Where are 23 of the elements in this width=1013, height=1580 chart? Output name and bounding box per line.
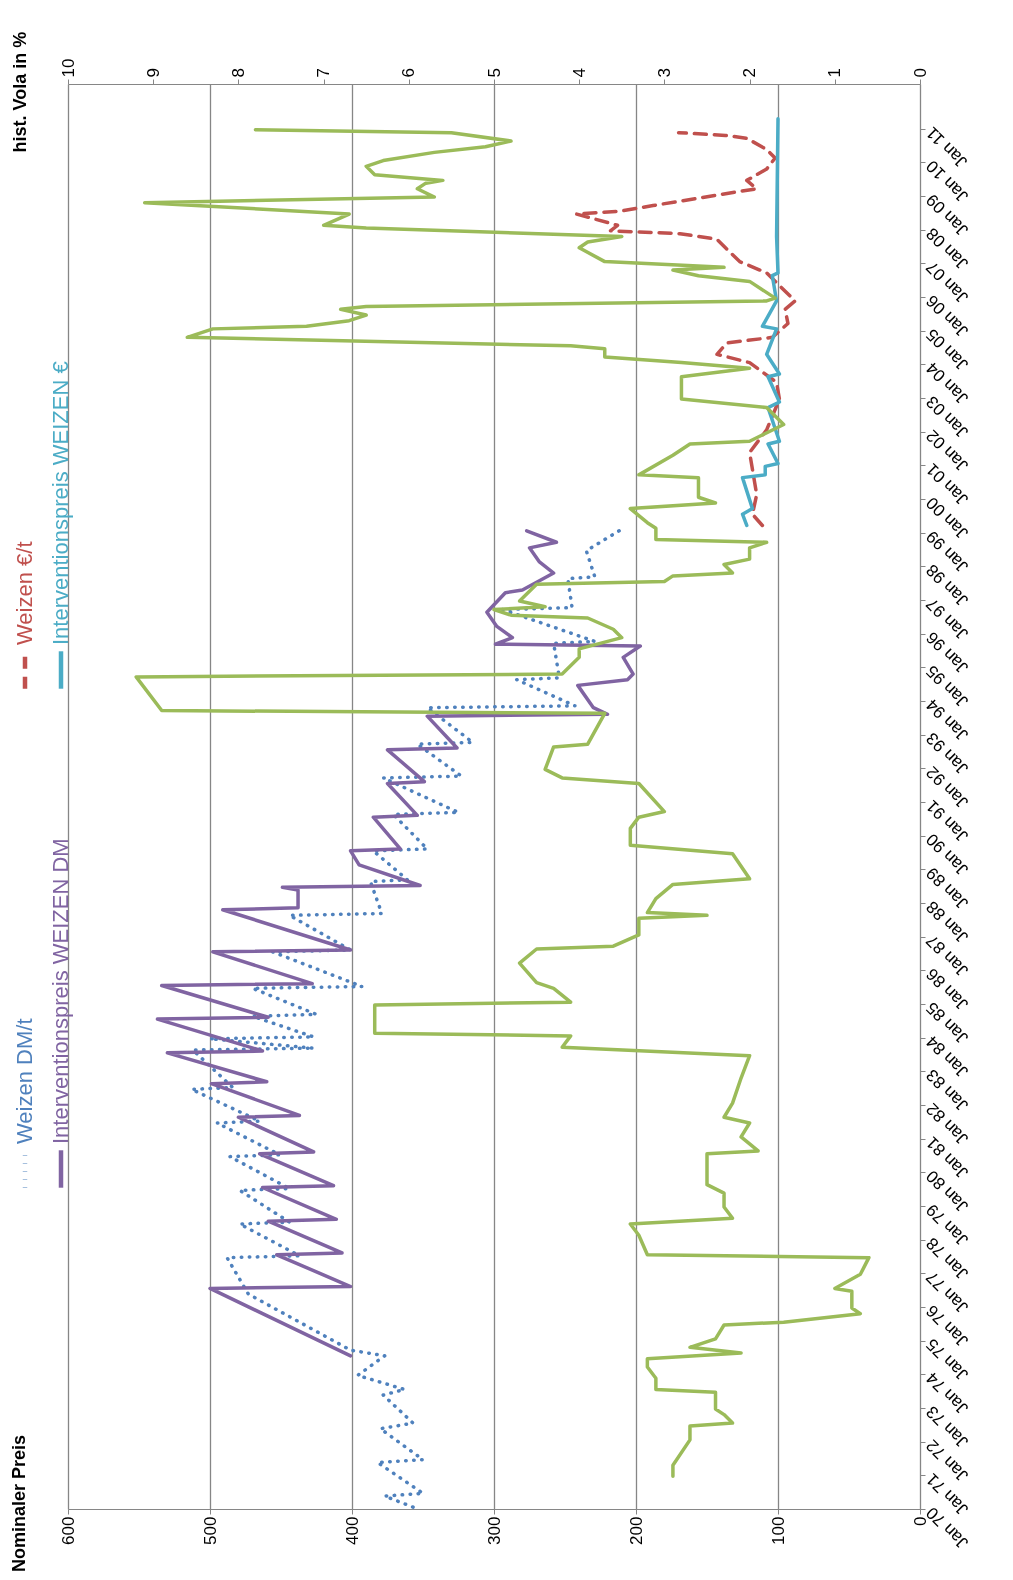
x2-axis-title: hist. Vola in %	[9, 31, 30, 153]
x-tick-label: 300	[484, 1516, 504, 1545]
x-tick-label: 500	[200, 1516, 220, 1545]
x-tick-label: 600	[58, 1516, 78, 1545]
x2-tick-label: 9	[143, 68, 163, 78]
x2-tick-label: 5	[484, 68, 504, 78]
x2-tick-label: 7	[314, 68, 334, 78]
x2-tick-label: 10	[58, 58, 78, 78]
x2-tick-label: 0	[910, 68, 930, 78]
x2-tick-label: 1	[825, 68, 845, 78]
x2-tick-label: 3	[654, 68, 674, 78]
x-tick-label: 200	[626, 1516, 646, 1545]
text: Weizen DM/t	[12, 1018, 37, 1144]
text: Interventionspreis WEIZEN DM	[48, 838, 73, 1144]
x2-tick-label: 2	[740, 68, 760, 78]
x2-tick-label: 8	[228, 68, 248, 78]
text: Nominaler Preis	[9, 1434, 29, 1572]
text: Weizen €/t	[12, 541, 37, 645]
x2-tick-label: 6	[399, 68, 419, 78]
text: Interventionspreis WEIZEN €	[48, 361, 73, 645]
x-tick-label: 100	[768, 1516, 788, 1545]
x-tick-label: 400	[342, 1516, 362, 1545]
x2-tick-label: 4	[569, 68, 589, 78]
